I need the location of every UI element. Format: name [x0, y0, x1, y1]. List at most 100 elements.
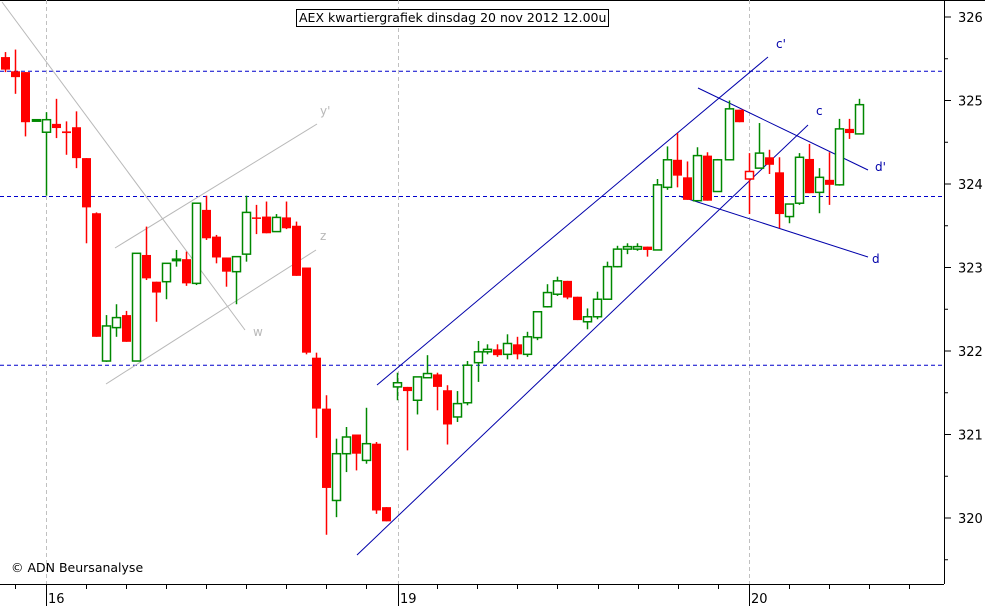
- candle-body: [72, 127, 81, 159]
- candle-body: [392, 381, 403, 388]
- candle: [744, 153, 755, 215]
- candle: [765, 149, 774, 174]
- y-tick-label: 324: [958, 178, 983, 193]
- candle: [372, 442, 381, 514]
- candle-body: [171, 258, 182, 262]
- candle: [41, 112, 52, 196]
- candle: [122, 310, 131, 342]
- candle-body: [462, 364, 473, 404]
- candle: [632, 243, 643, 251]
- candle: [361, 407, 372, 464]
- candle: [652, 178, 663, 251]
- y-tick-label: 320: [958, 512, 983, 527]
- candle: [72, 111, 81, 169]
- y-tick-label: 326: [958, 11, 983, 26]
- candle: [222, 257, 231, 287]
- candle-body: [191, 202, 202, 285]
- candle-body: [433, 374, 442, 387]
- candle-body: [834, 128, 845, 186]
- candle-body: [814, 176, 825, 194]
- candle-body: [775, 172, 784, 215]
- candle-body: [382, 507, 391, 522]
- candle: [62, 121, 71, 155]
- candle-body: [652, 184, 663, 251]
- candle: [271, 214, 282, 233]
- candle-body: [372, 443, 381, 511]
- trendlines: [1, 1, 869, 556]
- candle: [111, 304, 122, 337]
- candle-body: [805, 158, 814, 194]
- candle-body: [845, 128, 854, 134]
- candle-body: [62, 131, 71, 134]
- candle-body: [1, 57, 10, 70]
- candle: [331, 438, 342, 518]
- candle: [683, 161, 692, 200]
- candle-body: [101, 325, 112, 362]
- candle-body: [341, 436, 352, 455]
- candle: [805, 143, 814, 194]
- candle-body: [493, 349, 502, 356]
- candle: [352, 434, 361, 471]
- candle-body: [452, 402, 463, 418]
- candle-body: [322, 408, 331, 488]
- candle-body: [271, 216, 282, 233]
- candle-body: [765, 157, 774, 165]
- chart-title: AEX kwartiergrafiek dinsdag 20 nov 2012 …: [296, 9, 610, 27]
- candle: [794, 153, 805, 205]
- candle-body: [31, 118, 42, 122]
- candle: [443, 385, 452, 445]
- candle-body: [92, 213, 101, 337]
- candle-body: [412, 376, 423, 402]
- candle-body: [683, 177, 692, 200]
- candle: [322, 395, 331, 535]
- candle: [241, 195, 252, 262]
- candle: [212, 234, 221, 264]
- candle: [825, 152, 834, 205]
- candle-body: [222, 257, 231, 272]
- candle: [433, 372, 442, 411]
- candle: [643, 246, 652, 257]
- candle: [775, 157, 784, 229]
- candle-body: [352, 434, 361, 454]
- candle: [502, 334, 513, 360]
- candle-body: [582, 316, 593, 323]
- candle: [341, 426, 352, 473]
- y-tick-label: 325: [958, 95, 983, 110]
- candle-body: [443, 390, 452, 425]
- trendline-label: d: [872, 252, 880, 266]
- candle-body: [182, 259, 191, 284]
- candle-body: [622, 245, 633, 250]
- y-axis: 320 321 322 323 324 325 326: [944, 11, 983, 561]
- y-tick-label: 323: [958, 262, 983, 277]
- trendline-label: c': [776, 37, 786, 51]
- candle: [52, 98, 61, 139]
- candle-body: [692, 154, 703, 202]
- trendline-c: [356, 124, 809, 556]
- candle: [252, 204, 261, 235]
- candle-body: [632, 245, 643, 250]
- candle-body: [662, 159, 673, 189]
- candle: [1, 52, 10, 73]
- candle-body: [202, 209, 211, 239]
- candle-body: [161, 262, 172, 283]
- candle: [31, 118, 42, 122]
- candle-body: [11, 71, 20, 78]
- candle: [462, 361, 473, 406]
- candle-body: [532, 311, 543, 339]
- candle: [582, 308, 593, 330]
- candle-body: [152, 281, 161, 293]
- copyright-text: © ADN Beursanalyse: [11, 560, 144, 575]
- candle: [482, 344, 493, 355]
- candle-body: [111, 316, 122, 329]
- candle: [542, 284, 553, 308]
- trendline-label: d': [875, 160, 886, 174]
- candle-body: [331, 452, 342, 502]
- y-tick-label: 321: [958, 429, 983, 444]
- candle: [452, 391, 463, 422]
- candle: [202, 195, 211, 240]
- candle: [152, 281, 161, 322]
- candle-body: [122, 315, 131, 342]
- candle: [532, 311, 543, 341]
- candle-body: [643, 246, 652, 250]
